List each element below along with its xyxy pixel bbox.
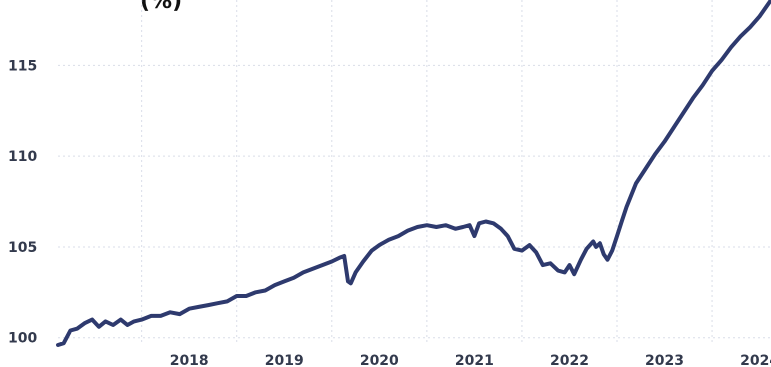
x-tick-label: 2018 xyxy=(170,353,209,367)
x-tick-label: 2024 xyxy=(740,353,771,367)
y-tick-label: 115 xyxy=(8,58,37,74)
x-tick-label: 2023 xyxy=(645,353,684,367)
y-tick-label: 105 xyxy=(8,240,37,256)
x-tick-label: 2021 xyxy=(455,353,494,367)
x-tick-label: 2019 xyxy=(265,353,304,367)
x-axis-tick-labels: 2018 2019 2020 2021 2022 2023 2024 xyxy=(170,353,771,367)
x-tick-label: 2020 xyxy=(360,353,399,367)
y-tick-label: 100 xyxy=(8,331,37,347)
series-line xyxy=(56,0,771,347)
grid xyxy=(58,0,771,345)
y-axis-tick-labels: 100 105 110 115 xyxy=(8,58,37,346)
y-tick-label: 110 xyxy=(8,149,37,165)
chart-title-fragment: (%) xyxy=(140,0,182,14)
x-tick-label: 2022 xyxy=(550,353,589,367)
